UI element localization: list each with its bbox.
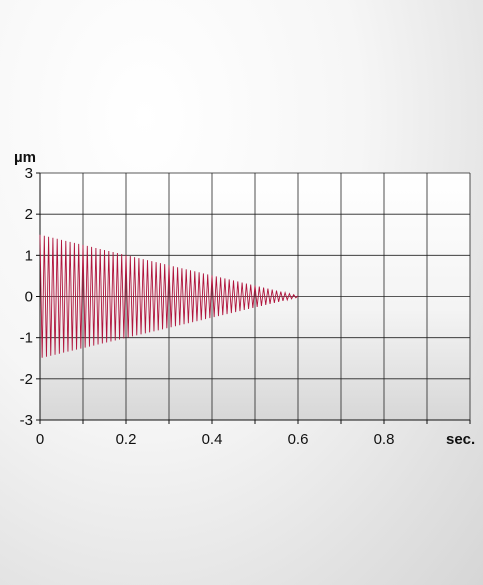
x-tick-label: 0.4 bbox=[202, 431, 223, 448]
series-line-damped-oscillation bbox=[39, 234, 299, 358]
y-tick-label: 1 bbox=[25, 247, 33, 264]
grid bbox=[40, 172, 471, 420]
x-tick-label: 0.6 bbox=[288, 431, 309, 448]
axes bbox=[36, 172, 471, 424]
y-tick-label: 0 bbox=[25, 289, 33, 306]
y-tick-label: -2 bbox=[20, 371, 33, 388]
x-tick-label: 0 bbox=[36, 431, 44, 448]
y-axis-label: µm bbox=[14, 149, 36, 166]
x-tick-label: 0.8 bbox=[374, 431, 395, 448]
y-tick-label: -1 bbox=[20, 330, 33, 347]
series-group bbox=[39, 234, 299, 358]
x-tick-label: 0.2 bbox=[116, 431, 137, 448]
y-tick-label: -3 bbox=[20, 412, 33, 429]
y-tick-label: 3 bbox=[25, 165, 33, 182]
y-tick-label: 2 bbox=[25, 206, 33, 223]
x-axis-label: sec. bbox=[446, 431, 475, 448]
